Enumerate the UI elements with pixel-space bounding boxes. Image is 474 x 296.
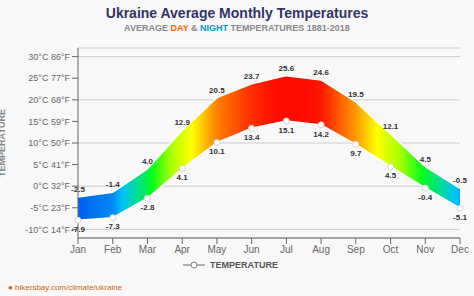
svg-text:Nov: Nov [416,244,434,255]
svg-text:25°C 77°F: 25°C 77°F [28,73,70,83]
svg-text:-0.4: -0.4 [418,193,432,202]
svg-text:15°C 59°F: 15°C 59°F [28,117,70,127]
html-text:● hikersbay.com/climate/ukrain: ● hikersbay.com/climate/ukraine [8,283,123,292]
svg-text:12.1: 12.1 [383,122,399,131]
svg-text:5°C 41°F: 5°C 41°F [33,160,70,170]
svg-text:13.4: 13.4 [244,133,260,142]
svg-text:Sep: Sep [347,244,365,255]
svg-text:May: May [207,244,226,255]
svg-text:10.1: 10.1 [209,147,225,156]
svg-text:Dec: Dec [451,244,466,255]
svg-text:-5.1: -5.1 [453,213,466,222]
svg-text:0°C 32°F: 0°C 32°F [33,181,70,191]
svg-text:-10°C 14°F: -10°C 14°F [25,225,70,235]
svg-text:-2.8: -2.8 [141,203,155,212]
svg-text:Jun: Jun [244,244,260,255]
svg-text:-0.5: -0.5 [453,176,466,185]
svg-text:19.5: 19.5 [348,90,364,99]
html-text:Ukraine Average Monthly Temper: Ukraine Average Monthly Temperatures [105,5,369,21]
svg-text:Apr: Apr [174,244,190,255]
svg-text:-2.5: -2.5 [71,185,85,194]
html-text:AVERAGE DAY & NIGHT TEMPERATUR: AVERAGE DAY & NIGHT TEMPERATURES 1881-20… [124,23,350,33]
svg-text:Jul: Jul [280,244,293,255]
svg-text:9.7: 9.7 [350,149,362,158]
svg-text:Aug: Aug [312,244,330,255]
svg-text:25.6: 25.6 [279,64,295,73]
html-text:TEMPERATURE: TEMPERATURE [210,260,278,270]
svg-text:23.7: 23.7 [244,72,260,81]
svg-text:Oct: Oct [383,244,399,255]
svg-text:Mar: Mar [139,244,157,255]
svg-text:-7.3: -7.3 [106,222,120,231]
svg-text:-5°C 23°F: -5°C 23°F [30,203,70,213]
svg-text:20.5: 20.5 [209,86,225,95]
svg-text:15.1: 15.1 [279,126,295,135]
svg-text:4.0: 4.0 [142,157,154,166]
svg-text:30°C 86°F: 30°C 86°F [28,52,70,62]
svg-text:10°C 50°F: 10°C 50°F [28,138,70,148]
svg-text:Feb: Feb [104,244,122,255]
svg-text:12.9: 12.9 [174,118,190,127]
svg-text:14.2: 14.2 [313,130,329,139]
svg-text:24.6: 24.6 [313,68,329,77]
svg-text:20°C 68°F: 20°C 68°F [28,95,70,105]
svg-text:-7.9: -7.9 [71,225,85,234]
svg-text:Jan: Jan [70,244,86,255]
svg-text:-1.4: -1.4 [106,180,120,189]
svg-text:4.1: 4.1 [177,173,189,182]
svg-text:4.5: 4.5 [385,171,397,180]
svg-text:4.5: 4.5 [420,155,432,164]
